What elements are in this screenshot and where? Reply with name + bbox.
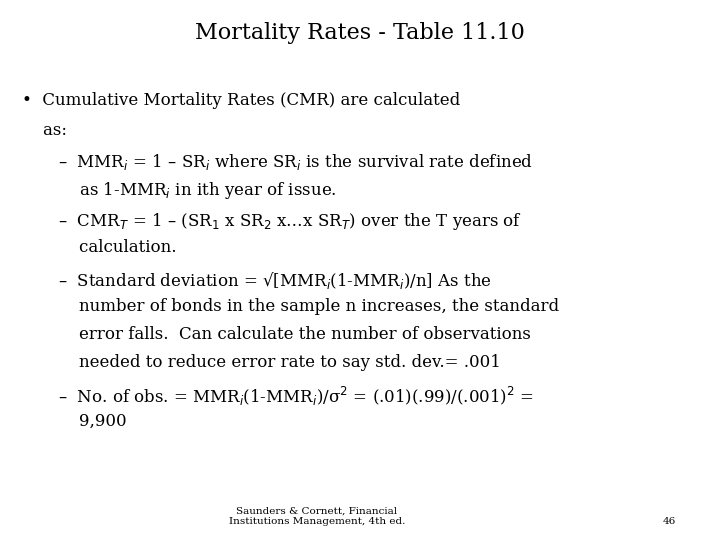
Text: Saunders & Cornett, Financial
Institutions Management, 4th ed.: Saunders & Cornett, Financial Institutio… [229, 507, 405, 526]
Text: Mortality Rates - Table 11.10: Mortality Rates - Table 11.10 [195, 22, 525, 44]
Text: –  Standard deviation = √[MMR$_i$(1-MMR$_i$)/n] As the: – Standard deviation = √[MMR$_i$(1-MMR$_… [58, 270, 491, 291]
Text: –  CMR$_T$ = 1 – (SR$_1$ x SR$_2$ x…x SR$_T$) over the T years of: – CMR$_T$ = 1 – (SR$_1$ x SR$_2$ x…x SR$… [58, 211, 522, 232]
Text: number of bonds in the sample n increases, the standard: number of bonds in the sample n increase… [58, 298, 559, 315]
Text: needed to reduce error rate to say std. dev.= .001: needed to reduce error rate to say std. … [58, 354, 500, 371]
Text: calculation.: calculation. [58, 239, 176, 256]
Text: as:: as: [22, 122, 66, 138]
Text: error falls.  Can calculate the number of observations: error falls. Can calculate the number of… [58, 326, 531, 343]
Text: –  No. of obs. = MMR$_i$(1-MMR$_i$)/σ$^2$ = (.01)(.99)/(.001)$^2$ =: – No. of obs. = MMR$_i$(1-MMR$_i$)/σ$^2$… [58, 385, 534, 408]
Text: –  MMR$_i$ = 1 – SR$_i$ where SR$_i$ is the survival rate defined: – MMR$_i$ = 1 – SR$_i$ where SR$_i$ is t… [58, 152, 533, 172]
Text: as 1-MMR$_i$ in ith year of issue.: as 1-MMR$_i$ in ith year of issue. [58, 180, 336, 201]
Text: •  Cumulative Mortality Rates (CMR) are calculated: • Cumulative Mortality Rates (CMR) are c… [22, 92, 460, 109]
Text: 9,900: 9,900 [58, 413, 126, 430]
Text: 46: 46 [663, 517, 676, 526]
